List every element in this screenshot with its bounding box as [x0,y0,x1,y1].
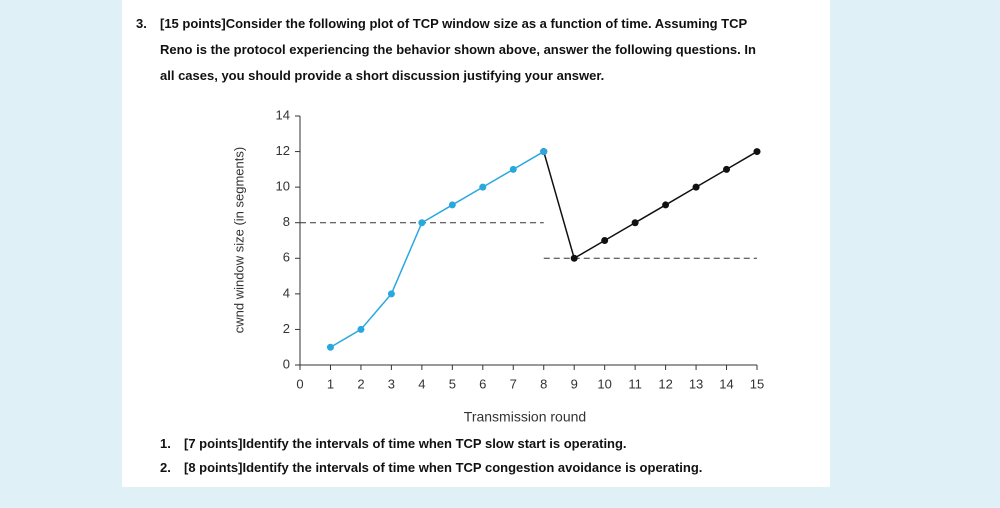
data-point [570,254,578,262]
x-tick-label: 11 [628,376,642,391]
x-tick-label: 7 [510,376,517,391]
y-tick-label: 0 [283,356,290,371]
x-tick-label: 0 [296,376,303,391]
y-tick-label: 14 [276,107,290,122]
item-number: 1. [160,436,171,451]
x-tick-label: 9 [571,376,578,391]
y-axis-label: cwnd window size (in segments) [231,147,246,333]
x-tick-label: 13 [689,376,703,391]
item-text: [8 points]Identify the intervals of time… [184,460,703,475]
y-tick-label: 8 [283,214,290,229]
x-tick-label: 4 [418,376,425,391]
question-line: [15 points]Consider the following plot o… [160,16,748,31]
data-point [662,201,670,209]
x-tick-label: 12 [658,376,672,391]
data-point [692,183,700,191]
data-point [418,219,426,227]
question-number: 3. [136,16,147,31]
item-number: 2. [160,460,171,475]
series-line [330,150,545,348]
x-axis-label: Transmission round [464,409,586,425]
series-line [543,150,758,260]
data-point [357,325,365,333]
data-point [387,290,395,298]
item-text: [7 points]Identify the intervals of time… [184,436,627,451]
x-tick-label: 10 [597,376,611,391]
data-point [723,165,731,173]
y-tick-label: 10 [276,179,290,194]
x-tick-label: 15 [750,376,764,391]
data-point [540,148,548,156]
y-tick-label: 4 [283,285,290,300]
data-point [326,343,334,351]
panel [122,0,830,487]
x-tick-label: 8 [540,376,547,391]
x-tick-label: 2 [357,376,364,391]
data-point [631,219,639,227]
y-tick-label: 2 [283,321,290,336]
x-tick-label: 14 [719,376,733,391]
data-point [601,237,609,244]
x-tick-label: 5 [449,376,456,391]
x-tick-label: 3 [388,376,395,391]
question-line: all cases, you should provide a short di… [160,68,605,83]
x-tick-label: 6 [479,376,486,391]
data-point [509,165,517,173]
question-line: Reno is the protocol experiencing the be… [160,42,756,57]
y-tick-label: 6 [283,250,290,265]
data-point [753,148,761,156]
y-tick-label: 12 [276,143,290,158]
x-tick-label: 1 [327,376,334,391]
data-point [479,183,487,191]
data-point [448,201,456,209]
